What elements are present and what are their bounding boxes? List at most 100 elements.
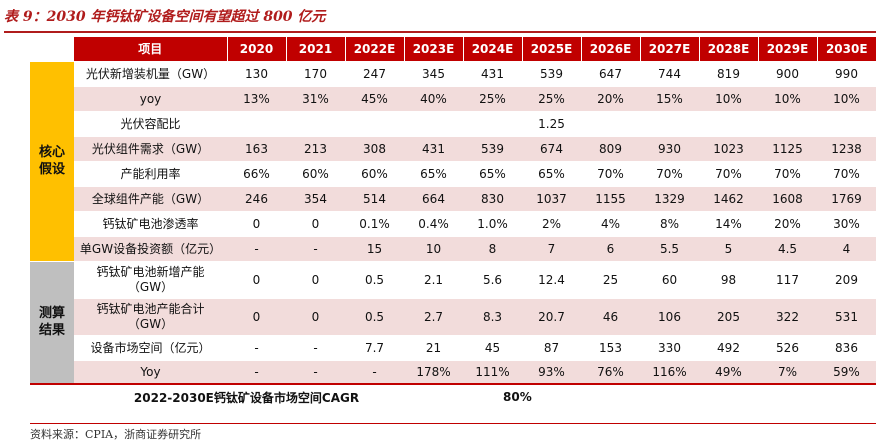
table-cell: 930	[640, 136, 699, 162]
table-cell: 46	[581, 298, 640, 336]
table-cell	[699, 111, 758, 137]
table-cell: 93%	[522, 360, 581, 385]
table-cell: 213	[286, 136, 345, 162]
table-cell: 14%	[699, 211, 758, 237]
table-cell: 70%	[758, 161, 817, 187]
table-cell: 205	[699, 298, 758, 336]
header-year: 2025E	[521, 37, 581, 62]
table-cell: 1.25	[522, 111, 581, 137]
row-label: 产能利用率	[74, 161, 227, 187]
table-cell: 10%	[758, 86, 817, 112]
table-cell: 836	[817, 335, 876, 361]
header-row: 项目 2020 2021 2022E 2023E 2024E 2025E 202…	[30, 37, 876, 62]
table-cell: 2.7	[404, 298, 463, 336]
table-cell: 153	[581, 335, 640, 361]
table-cell: 117	[758, 261, 817, 299]
table-row: 钙钛矿电池渗透率 0 0 0.1% 0.4% 1.0% 2% 4% 8% 14% 20% 30%	[30, 211, 876, 237]
table-cell: 900	[758, 61, 817, 87]
table-cell: 0.1%	[345, 211, 404, 237]
table-cell: 20%	[581, 86, 640, 112]
table-cell: 70%	[699, 161, 758, 187]
row-label: 全球组件产能（GW）	[74, 186, 227, 212]
table-cell: 345	[404, 61, 463, 87]
table-cell: 65%	[463, 161, 522, 187]
table-cell: 21	[404, 335, 463, 361]
cagr-value: 80%	[463, 383, 876, 411]
table-cell	[581, 111, 640, 137]
table-cell: 7%	[758, 360, 817, 385]
table-row: yoy 13% 31% 45% 40% 25% 25% 20% 15% 10% 10% 10%	[30, 86, 876, 112]
source-note: 资料来源：CPIA，浙商证券研究所	[30, 428, 202, 441]
table-cell: 431	[463, 61, 522, 87]
table-cell: 65%	[404, 161, 463, 187]
table-cell	[286, 111, 345, 137]
table-cell: 116%	[640, 360, 699, 385]
row-label: 光伏容配比	[74, 111, 227, 137]
table-cell: 98	[699, 261, 758, 299]
table-cell: 1.0%	[463, 211, 522, 237]
table-cell: 70%	[817, 161, 876, 187]
table-cell: -	[286, 335, 345, 361]
forecast-table: 项目 2020 2021 2022E 2023E 2024E 2025E 202…	[30, 37, 876, 411]
table-cell: -	[227, 236, 286, 262]
table-cell: 5.6	[463, 261, 522, 299]
table-cell: 170	[286, 61, 345, 87]
table-cell: 130	[227, 61, 286, 87]
table-cell: 31%	[286, 86, 345, 112]
table-cell: 0	[286, 211, 345, 237]
header-year: 2029E	[757, 37, 817, 62]
table-cell	[404, 111, 463, 137]
table-cell: 492	[699, 335, 758, 361]
table-row: 全球组件产能（GW） 246 354 514 664 830 1037 1155 1329 146…	[30, 186, 876, 212]
table-cell: 8	[463, 236, 522, 262]
row-label: Yoy	[74, 360, 227, 385]
table-cell: 1125	[758, 136, 817, 162]
table-cell: 1238	[817, 136, 876, 162]
table-cell: 322	[758, 298, 817, 336]
table-cell: 674	[522, 136, 581, 162]
table-cell: 1023	[699, 136, 758, 162]
table-caption: 表 9：2030 年钙钛矿设备空间有望超过 800 亿元	[4, 9, 326, 25]
row-label: 钙钛矿电池新增产能 （GW）	[74, 261, 227, 299]
row-label: yoy	[74, 86, 227, 112]
table-cell: 40%	[404, 86, 463, 112]
table-cell: -	[227, 335, 286, 361]
cagr-label: 2022-2030E钙钛矿设备市场空间CAGR	[30, 383, 463, 411]
table-cell: 990	[817, 61, 876, 87]
table-cell: 15%	[640, 86, 699, 112]
cagr-row: 2022-2030E钙钛矿设备市场空间CAGR 80%	[30, 383, 876, 411]
table-cell: 1769	[817, 186, 876, 212]
table-cell: 106	[640, 298, 699, 336]
header-year: 2023E	[403, 37, 463, 62]
table-cell	[817, 111, 876, 137]
table-cell: 354	[286, 186, 345, 212]
table-cell: 514	[345, 186, 404, 212]
table-cell: 25%	[522, 86, 581, 112]
header-year: 2021	[285, 37, 345, 62]
table-cell: 5.5	[640, 236, 699, 262]
table-cell: -	[227, 360, 286, 385]
table-cell	[463, 111, 522, 137]
table-cell: 647	[581, 61, 640, 87]
table-cell: 0.5	[345, 298, 404, 336]
table-cell: 1037	[522, 186, 581, 212]
table-row: 光伏容配比 1.25	[30, 111, 876, 137]
header-year: 2022E	[344, 37, 404, 62]
table-cell: 25	[581, 261, 640, 299]
table-row: 光伏组件需求（GW） 163 213 308 431 539 674 809 930 1023 11…	[30, 136, 876, 162]
table-cell: 809	[581, 136, 640, 162]
table-cell: 744	[640, 61, 699, 87]
table-cell: 30%	[817, 211, 876, 237]
header-year: 2030E	[816, 37, 876, 62]
table-cell: 2.1	[404, 261, 463, 299]
table-cell: -	[286, 360, 345, 385]
row-label: 单GW设备投资额（亿元）	[74, 236, 227, 262]
header-year: 2027E	[639, 37, 699, 62]
table-cell: 1155	[581, 186, 640, 212]
caption-rule	[4, 31, 876, 33]
table-cell: 0	[227, 261, 286, 299]
table-cell: 15	[345, 236, 404, 262]
table-cell: 0.5	[345, 261, 404, 299]
table-row: 设备市场空间（亿元） - -7.7 21 45 87 153 330 492 526 836	[30, 335, 876, 361]
group-label-calc: 测算 结果	[30, 261, 74, 385]
